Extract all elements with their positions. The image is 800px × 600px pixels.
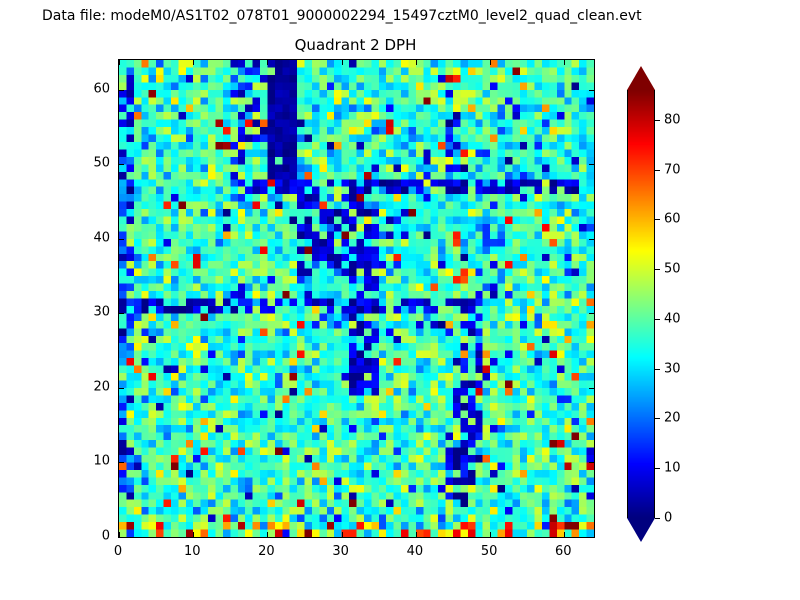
chart-title: Quadrant 2 DPH bbox=[294, 36, 417, 54]
y-tick-label: 60 bbox=[93, 81, 110, 97]
tick-mark bbox=[490, 60, 492, 65]
tick-mark bbox=[589, 238, 594, 240]
y-tick-label: 30 bbox=[93, 304, 110, 320]
colorbar-tick-mark bbox=[655, 468, 660, 470]
tick-mark bbox=[119, 462, 124, 464]
colorbar-tick-label: 20 bbox=[664, 410, 681, 426]
tick-mark bbox=[193, 60, 195, 65]
tick-mark bbox=[119, 532, 120, 537]
colorbar-tick-label: 0 bbox=[664, 510, 673, 526]
tick-mark bbox=[267, 532, 269, 537]
colorbar-tick-mark bbox=[655, 269, 660, 271]
tick-mark bbox=[589, 387, 594, 389]
colorbar-tick-mark bbox=[655, 368, 660, 370]
tick-mark bbox=[119, 387, 124, 389]
tick-mark bbox=[119, 313, 124, 315]
tick-mark bbox=[415, 532, 417, 537]
tick-mark bbox=[119, 238, 124, 240]
x-tick-label: 20 bbox=[258, 544, 275, 559]
colorbar-tick-mark bbox=[655, 418, 660, 420]
colorbar-tick-mark bbox=[655, 219, 660, 221]
colorbar-tick-mark bbox=[655, 169, 660, 171]
y-tick-label: 0 bbox=[101, 528, 110, 544]
tick-mark bbox=[589, 313, 594, 315]
colorbar-tick-label: 40 bbox=[664, 311, 681, 327]
y-tick-label: 50 bbox=[93, 155, 110, 171]
y-tick-label: 10 bbox=[93, 453, 110, 469]
colorbar-tick-mark bbox=[655, 119, 660, 121]
x-tick-label: 40 bbox=[406, 544, 424, 559]
heatmap-plot bbox=[118, 59, 595, 538]
colorbar-tick-label: 50 bbox=[664, 261, 681, 277]
colorbar-over-arrow bbox=[627, 66, 655, 90]
tick-mark bbox=[564, 532, 566, 537]
colorbar-tick-label: 60 bbox=[664, 211, 681, 227]
x-tick-label: 10 bbox=[183, 544, 201, 559]
colorbar-tick-label: 70 bbox=[664, 162, 681, 178]
x-tick-label: 60 bbox=[555, 544, 572, 559]
colorbar-under-arrow bbox=[627, 518, 655, 542]
tick-mark bbox=[119, 60, 120, 65]
y-tick-label: 40 bbox=[93, 230, 110, 246]
tick-mark bbox=[341, 60, 343, 65]
x-tick-label: 0 bbox=[113, 544, 123, 559]
tick-mark bbox=[490, 532, 492, 537]
colorbar-tick-mark bbox=[655, 518, 660, 519]
colorbar-tick-label: 30 bbox=[664, 361, 681, 377]
tick-mark bbox=[589, 164, 594, 166]
x-tick-label: 50 bbox=[480, 544, 498, 559]
tick-mark bbox=[267, 60, 269, 65]
tick-mark bbox=[589, 462, 594, 464]
colorbar-tick-label: 80 bbox=[664, 112, 681, 128]
tick-mark bbox=[193, 532, 195, 537]
data-file-label: Data file: modeM0/AS1T02_078T01_90000022… bbox=[42, 8, 642, 24]
colorbar-tick-label: 10 bbox=[664, 460, 681, 476]
tick-mark bbox=[119, 89, 124, 91]
tick-mark bbox=[341, 532, 343, 537]
colorbar-tick-mark bbox=[655, 318, 660, 320]
tick-mark bbox=[564, 60, 566, 65]
heatmap-canvas bbox=[119, 60, 594, 537]
colorbar-canvas bbox=[627, 90, 655, 518]
y-tick-label: 20 bbox=[93, 379, 110, 395]
tick-mark bbox=[589, 537, 594, 538]
tick-mark bbox=[415, 60, 417, 65]
tick-mark bbox=[589, 89, 594, 91]
tick-mark bbox=[119, 164, 124, 166]
tick-mark bbox=[119, 537, 124, 538]
x-tick-label: 30 bbox=[332, 544, 349, 559]
